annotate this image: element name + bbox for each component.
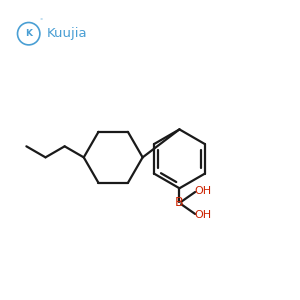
- Text: Kuujia: Kuujia: [47, 27, 88, 40]
- Text: B: B: [175, 196, 184, 209]
- Text: °: °: [40, 19, 43, 23]
- Text: OH: OH: [194, 210, 211, 220]
- Text: K: K: [25, 29, 32, 38]
- Text: OH: OH: [194, 186, 211, 196]
